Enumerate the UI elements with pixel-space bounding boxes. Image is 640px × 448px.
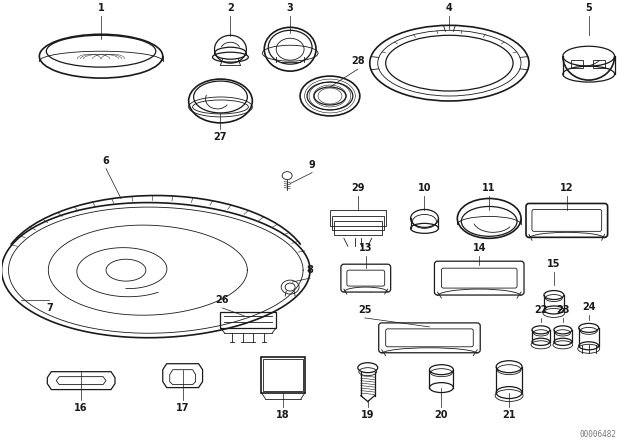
Text: 18: 18 bbox=[276, 410, 290, 421]
Text: 13: 13 bbox=[359, 243, 372, 253]
Text: 11: 11 bbox=[483, 182, 496, 193]
Text: 17: 17 bbox=[176, 402, 189, 413]
Text: 3: 3 bbox=[287, 4, 294, 13]
Text: 19: 19 bbox=[361, 410, 374, 421]
Text: 28: 28 bbox=[351, 56, 365, 66]
Text: 5: 5 bbox=[586, 4, 592, 13]
Text: 23: 23 bbox=[556, 305, 570, 315]
Text: 8: 8 bbox=[307, 265, 314, 275]
Text: 16: 16 bbox=[74, 402, 88, 413]
Text: 15: 15 bbox=[547, 259, 561, 269]
Text: 2: 2 bbox=[227, 4, 234, 13]
Text: 27: 27 bbox=[214, 132, 227, 142]
Text: 14: 14 bbox=[472, 243, 486, 253]
Text: 4: 4 bbox=[446, 4, 452, 13]
Text: 21: 21 bbox=[502, 410, 516, 421]
Text: 25: 25 bbox=[358, 305, 372, 315]
Text: 24: 24 bbox=[582, 302, 595, 312]
Text: 20: 20 bbox=[435, 410, 448, 421]
Text: 1: 1 bbox=[98, 4, 104, 13]
Text: 12: 12 bbox=[560, 182, 573, 193]
Text: 7: 7 bbox=[46, 303, 52, 313]
Text: 00006482: 00006482 bbox=[580, 431, 616, 439]
Text: 6: 6 bbox=[102, 155, 109, 166]
Text: 26: 26 bbox=[216, 295, 229, 305]
Text: 29: 29 bbox=[351, 182, 365, 193]
Text: 9: 9 bbox=[308, 159, 316, 170]
Text: 22: 22 bbox=[534, 305, 548, 315]
Text: 10: 10 bbox=[418, 182, 431, 193]
